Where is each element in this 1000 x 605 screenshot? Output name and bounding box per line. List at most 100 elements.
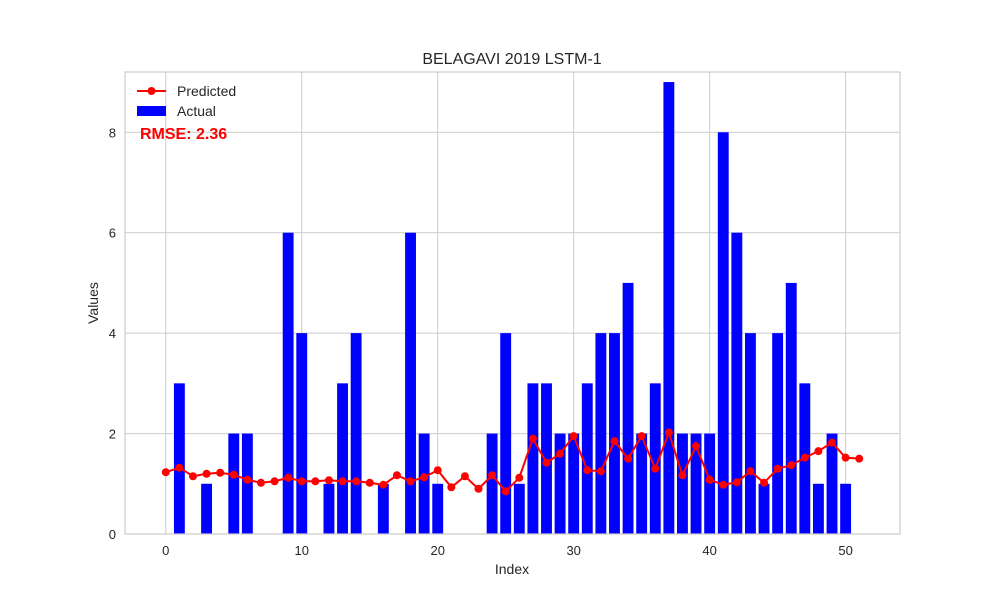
predicted-point xyxy=(188,472,197,481)
predicted-point xyxy=(202,469,211,478)
actual-bar xyxy=(228,433,240,534)
actual-bar xyxy=(201,483,213,534)
predicted-point xyxy=(433,466,442,475)
actual-bar xyxy=(418,433,430,534)
actual-bar xyxy=(785,282,797,534)
actual-bar xyxy=(622,282,634,534)
actual-bar xyxy=(568,433,580,534)
actual-bar xyxy=(758,483,770,534)
chart-title: BELAGAVI 2019 LSTM-1 xyxy=(422,51,601,68)
actual-bar xyxy=(812,483,824,534)
predicted-point xyxy=(841,453,850,462)
actual-bar xyxy=(527,383,539,534)
predicted-point xyxy=(814,447,823,456)
predicted-point xyxy=(392,471,401,480)
predicted-point xyxy=(447,483,456,492)
actual-bar xyxy=(486,433,498,534)
predicted-point xyxy=(297,477,306,486)
predicted-point xyxy=(692,442,701,451)
predicted-point xyxy=(760,478,769,487)
x-tick-label: 50 xyxy=(838,543,852,558)
predicted-point xyxy=(569,432,578,441)
y-tick-label: 0 xyxy=(109,527,116,542)
predicted-point xyxy=(746,467,755,476)
actual-bar xyxy=(636,433,648,534)
predicted-point xyxy=(705,475,714,484)
predicted-point xyxy=(855,454,864,463)
actual-bar xyxy=(173,383,185,534)
actual-bar xyxy=(663,82,675,534)
plot-frame xyxy=(124,71,901,535)
predicted-point xyxy=(338,477,347,486)
predicted-point xyxy=(773,464,782,473)
y-tick-label: 4 xyxy=(109,326,116,341)
predicted-point xyxy=(243,475,252,484)
legend-predicted-label: Predicted xyxy=(177,83,236,99)
actual-bar xyxy=(513,483,525,534)
legend-predicted-marker xyxy=(147,87,156,95)
actual-bar xyxy=(323,483,335,534)
predicted-point xyxy=(583,466,592,475)
predicted-point xyxy=(420,473,429,482)
actual-bar xyxy=(745,333,756,534)
predicted-line-group xyxy=(161,428,864,496)
predicted-point xyxy=(678,471,687,480)
predicted-point xyxy=(324,476,333,485)
plot-background xyxy=(125,72,900,534)
actual-bar xyxy=(731,232,743,534)
actual-bar xyxy=(350,333,362,534)
predicted-point xyxy=(406,477,415,486)
predicted-point xyxy=(542,458,551,467)
predicted-point xyxy=(284,473,293,482)
actual-bar xyxy=(609,333,620,534)
x-tick-label: 0 xyxy=(162,543,169,558)
predicted-line xyxy=(165,429,860,493)
predicted-point xyxy=(596,467,605,476)
actual-bar xyxy=(840,483,852,534)
x-tick-label: 10 xyxy=(295,543,309,558)
predicted-point xyxy=(229,470,238,479)
y-tick-label: 2 xyxy=(109,427,116,442)
predicted-point xyxy=(732,478,741,487)
x-tick-label: 40 xyxy=(702,543,716,558)
predicted-point xyxy=(352,477,361,486)
actual-bar xyxy=(500,333,512,534)
actual-bar xyxy=(541,383,552,534)
y-tick-label: 6 xyxy=(109,226,116,241)
actual-bar xyxy=(554,433,566,534)
actual-bar xyxy=(581,383,593,534)
actual-bar xyxy=(405,232,416,534)
y-tick-labels: 0 2 4 6 8 xyxy=(109,125,116,542)
y-axis-label: Values xyxy=(85,282,101,324)
predicted-point xyxy=(624,454,633,463)
predicted-point xyxy=(216,468,225,477)
actual-bar xyxy=(282,232,294,534)
actual-bar xyxy=(595,333,607,534)
x-axis-label: Index xyxy=(495,561,529,577)
actual-bar xyxy=(432,483,444,534)
legend-actual-swatch xyxy=(137,106,166,116)
actual-bar xyxy=(704,433,716,534)
predicted-point xyxy=(800,453,809,462)
actual-bar xyxy=(241,433,253,534)
rmse-annotation: RMSE: 2.36 xyxy=(140,126,227,143)
predicted-point xyxy=(488,471,497,480)
actual-bar xyxy=(690,433,702,534)
predicted-point xyxy=(379,480,388,489)
actual-bar xyxy=(772,333,784,534)
predicted-point xyxy=(719,480,728,489)
predicted-point xyxy=(515,473,524,482)
predicted-point xyxy=(161,468,170,477)
predicted-point xyxy=(311,477,320,486)
predicted-point xyxy=(637,432,646,441)
legend-actual-label: Actual xyxy=(177,103,216,119)
legend: Predicted Actual xyxy=(137,83,236,119)
predicted-point xyxy=(664,428,673,437)
predicted-point xyxy=(270,477,279,486)
predicted-point xyxy=(365,478,374,487)
predicted-point xyxy=(610,437,619,446)
actual-bar xyxy=(826,433,838,534)
actual-bar xyxy=(377,483,389,534)
predicted-point xyxy=(787,461,796,470)
